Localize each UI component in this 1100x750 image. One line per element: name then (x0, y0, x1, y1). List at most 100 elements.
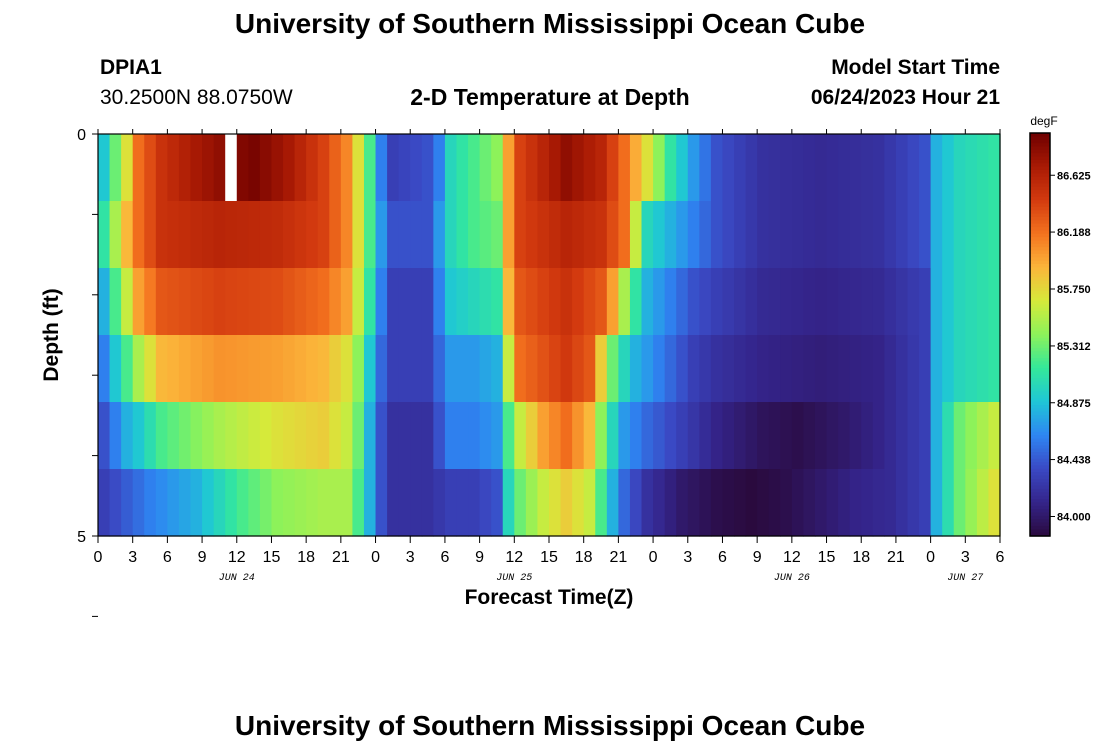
heatmap-cell (236, 201, 249, 269)
heatmap-cell (132, 335, 145, 403)
colorbar-swatch (1030, 220, 1050, 225)
heatmap-cell (294, 268, 307, 336)
x-tick-label: 18 (852, 549, 870, 566)
heatmap-cell (144, 402, 157, 470)
colorbar-tick-label: 86.625 (1057, 170, 1091, 182)
colorbar-swatch (1030, 196, 1050, 201)
heatmap-cell (178, 469, 192, 537)
heatmap-cell (930, 201, 943, 269)
heatmap-cell (167, 335, 180, 403)
heatmap-cell (861, 201, 874, 269)
heatmap-cell (826, 134, 839, 202)
heatmap-cell (155, 469, 168, 537)
heatmap-cell (283, 335, 296, 403)
colorbar-swatch (1030, 223, 1050, 228)
heatmap-cell (641, 335, 654, 403)
page-title: University of Southern Mississippi Ocean… (234, 8, 866, 39)
heatmap-cell (549, 469, 562, 537)
colorbar-swatch (1030, 159, 1050, 164)
colorbar-swatch (1030, 465, 1050, 470)
colorbar-swatch (1030, 321, 1050, 326)
heatmap-cell (352, 134, 365, 202)
heatmap-cell (757, 469, 770, 537)
heatmap-cell (976, 268, 990, 336)
heatmap-cell (606, 134, 619, 202)
heatmap-cell (259, 469, 273, 537)
colorbar-swatch (1030, 203, 1050, 208)
colorbar-swatch (1030, 394, 1050, 399)
heatmap-cell (248, 201, 261, 269)
heatmap-cell (606, 402, 619, 470)
heatmap-cell (653, 335, 666, 403)
colorbar-swatch (1030, 488, 1050, 493)
heatmap-cell (780, 335, 793, 403)
x-tick-label: 21 (609, 549, 627, 566)
heatmap-cell (410, 335, 423, 403)
heatmap-cell (699, 402, 712, 470)
heatmap-cell (329, 134, 342, 202)
heatmap-cell (814, 402, 828, 470)
colorbar-tick-label: 85.750 (1057, 284, 1091, 296)
heatmap-cell (167, 469, 180, 537)
colorbar-swatch (1030, 462, 1050, 467)
heatmap-cell (965, 268, 978, 336)
heatmap-cell (421, 402, 434, 470)
colorbar-swatch (1030, 216, 1050, 221)
colorbar-swatch (1030, 448, 1050, 453)
colorbar-swatch (1030, 133, 1050, 137)
colorbar-swatch (1030, 418, 1050, 423)
heatmap-cell (178, 268, 192, 336)
heatmap-cell (618, 134, 631, 202)
heatmap-cell (98, 469, 111, 537)
colorbar-swatch (1030, 173, 1050, 178)
heatmap-cell (352, 335, 365, 403)
heatmap-cell (676, 201, 689, 269)
heatmap-cell (699, 469, 712, 537)
colorbar-swatch (1030, 324, 1050, 329)
heatmap-cell (225, 201, 238, 269)
heatmap-cell (306, 469, 319, 537)
heatmap-cell (294, 201, 307, 269)
heatmap-cell (745, 134, 758, 202)
heatmap-cell (236, 469, 249, 537)
heatmap-cell (398, 268, 411, 336)
heatmap-cell (930, 402, 943, 470)
heatmap-cell (676, 469, 689, 537)
heatmap-cell (98, 268, 111, 336)
x-tick-label: 9 (753, 549, 762, 566)
heatmap-cell (236, 268, 249, 336)
colorbar-swatch (1030, 210, 1050, 215)
heatmap-cell (965, 469, 978, 537)
heatmap-cell (456, 201, 469, 269)
heatmap-cell (780, 469, 793, 537)
heatmap-cell (271, 335, 284, 403)
heatmap-cell (468, 268, 481, 336)
heatmap-cell (814, 134, 828, 202)
heatmap-cell (572, 469, 585, 537)
heatmap-cell (352, 469, 365, 537)
heatmap-cell (167, 402, 180, 470)
heatmap-cell (144, 201, 157, 269)
heatmap-cell (109, 402, 122, 470)
x-tick-label: 18 (297, 549, 315, 566)
heatmap-cell (664, 469, 677, 537)
x-tick-label: 21 (887, 549, 905, 566)
heatmap-cell (549, 335, 562, 403)
heatmap-cell (352, 268, 365, 336)
heatmap-cell (306, 134, 319, 202)
heatmap-cell (629, 201, 643, 269)
heatmap-cell (271, 469, 284, 537)
x-tick-label: 12 (505, 549, 523, 566)
x-tick-label: 0 (926, 549, 935, 566)
colorbar-swatch (1030, 149, 1050, 154)
colorbar-swatch (1030, 495, 1050, 500)
heatmap-cell (791, 268, 805, 336)
heatmap-cell (953, 201, 966, 269)
heatmap-cell (930, 268, 943, 336)
heatmap-cell (606, 335, 619, 403)
heatmap-cell (676, 134, 689, 202)
heatmap-cell (329, 335, 342, 403)
colorbar-swatch (1030, 515, 1050, 520)
heatmap-cell (190, 268, 203, 336)
date-label: JUN 26 (774, 573, 810, 584)
